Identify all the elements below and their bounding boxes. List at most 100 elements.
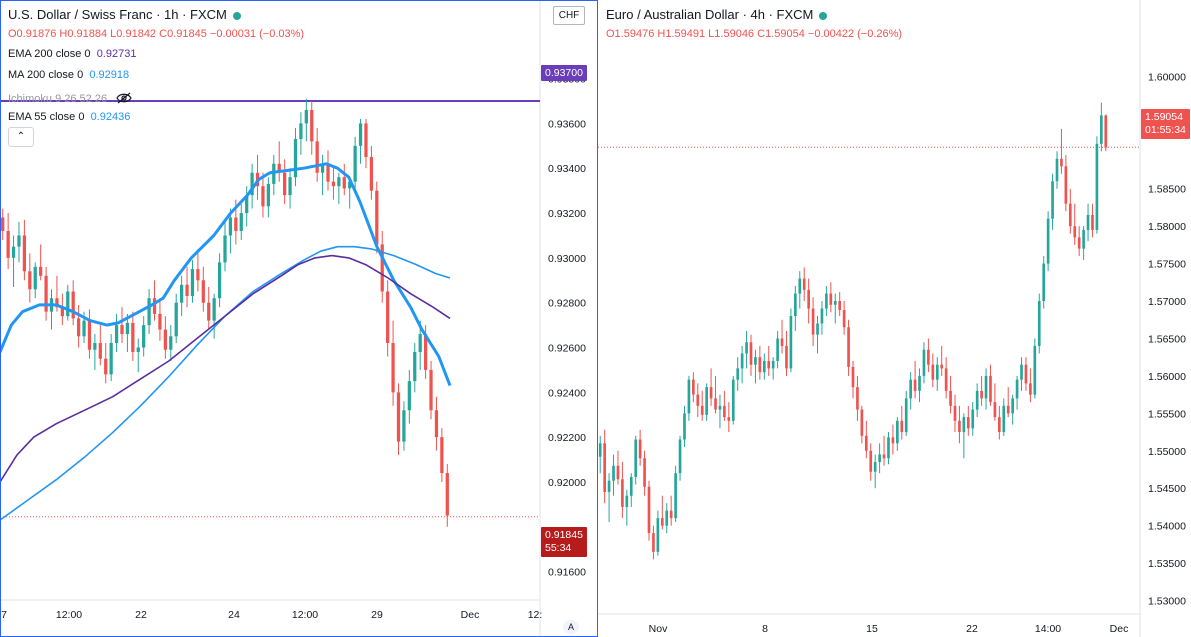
candle-body [228, 217, 233, 236]
y-tick-label: 0.92000 [548, 477, 586, 489]
ohlc-close: C0.91845 [159, 28, 207, 40]
candle-body [60, 307, 64, 317]
candle-body [1006, 405, 1010, 414]
candle-body [1068, 203, 1072, 227]
candle-body [638, 439, 642, 459]
candle-body [816, 323, 819, 335]
indicator-value: 0.92436 [90, 111, 131, 123]
series-line [0, 245, 451, 521]
candle-body [131, 322, 135, 352]
candle-body [331, 181, 336, 187]
indicator-ma200[interactable]: MA 200 close 0 0.92918 [8, 69, 129, 81]
candle-body [718, 405, 722, 410]
candle-body [1024, 364, 1028, 384]
usdchf-title-row: U.S. Dollar / Swiss Franc · 1h · FXCM [8, 7, 241, 22]
candle-body [358, 123, 363, 146]
candle-body [234, 217, 238, 231]
candle-body [223, 235, 227, 263]
candle-body [98, 343, 102, 359]
indicator-ema55[interactable]: EMA 55 close 0 0.92436 [8, 111, 130, 123]
y-tick-label: 0.93000 [548, 253, 586, 265]
candle-body [1037, 301, 1041, 346]
usdchf-chart-pane[interactable]: 0.938000.936000.934000.932000.930000.928… [0, 0, 598, 637]
indicator-ema200[interactable]: EMA 200 close 0 0.92731 [8, 48, 136, 60]
ohlc-high: H0.91884 [59, 28, 108, 40]
candle-body [190, 269, 195, 296]
candle-body [1095, 143, 1099, 230]
candle-body [798, 278, 802, 294]
x-tick-label: 12:00 [292, 609, 318, 621]
candle-body [984, 375, 988, 399]
euraud-chart-pane[interactable]: 1.600001.595001.585001.580001.575001.570… [598, 0, 1191, 637]
y-tick-label: 1.53000 [1148, 596, 1186, 608]
y-tick-label: 0.92200 [548, 432, 586, 444]
last-price-value: 0.91845 [545, 529, 583, 541]
ohlc-open: O1.59476 [606, 28, 655, 40]
candle-body [851, 366, 855, 388]
candle-body [445, 472, 449, 516]
candle-body [1077, 237, 1081, 249]
candle-body [891, 437, 895, 444]
candle-body [33, 266, 37, 290]
candle-body [1, 217, 5, 231]
y-tick-label: 1.56000 [1148, 371, 1186, 383]
candle-body [598, 443, 602, 457]
candle-body [731, 379, 735, 421]
horizontal-line-price-label: 0.93700 [541, 65, 587, 81]
candle-body [740, 353, 744, 369]
candle-body [643, 458, 646, 487]
y-tick-label: 1.54000 [1148, 521, 1186, 533]
currency-button[interactable]: CHF [553, 6, 585, 25]
candle-body [158, 313, 162, 330]
candle-body [887, 437, 890, 459]
candle-body [22, 235, 27, 272]
candle-body [55, 298, 59, 308]
chevron-up-icon: ⌃ [16, 131, 26, 142]
candle-body [656, 518, 660, 552]
candle-body [980, 390, 983, 399]
candle-body [758, 357, 762, 373]
last-price-label: 0.91845 55:34 [541, 527, 587, 557]
candle-body [320, 163, 325, 173]
candle-body [700, 405, 704, 415]
candle-body [82, 320, 86, 337]
euraud-title: Euro / Australian Dollar · 4h · FXCM [606, 7, 814, 22]
candle-body [785, 345, 788, 369]
candle-body [39, 266, 43, 276]
y-tick-label: 0.93200 [548, 208, 586, 220]
candle-body [754, 357, 757, 365]
candle-body [935, 364, 939, 380]
x-tick-label: 24 [228, 609, 240, 621]
candle-body [900, 420, 904, 433]
market-status-icon [819, 11, 828, 20]
x-tick-label: 12:00 [56, 609, 82, 621]
candle-body [629, 476, 633, 496]
candle-body [348, 181, 352, 189]
eye-crossed-icon[interactable] [116, 92, 132, 104]
candle-body [674, 473, 677, 519]
euraud-title-row: Euro / Australian Dollar · 4h · FXCM [606, 7, 828, 22]
x-tick-label: 15 [866, 623, 878, 635]
y-tick-label: 1.60000 [1148, 71, 1186, 83]
usdchf-title: U.S. Dollar / Swiss Franc · 1h · FXCM [8, 7, 227, 22]
candle-body [944, 368, 948, 391]
candle-body [185, 284, 189, 296]
collapse-legend-button[interactable]: ⌃ [8, 127, 34, 147]
candle-body [163, 329, 167, 350]
candle-body [780, 338, 784, 346]
candle-body [771, 360, 775, 369]
euraud-chart[interactable]: 1.600001.595001.585001.580001.575001.570… [598, 0, 1191, 637]
candle-body [660, 518, 664, 526]
candle-body [647, 486, 651, 534]
market-status-icon [232, 11, 241, 20]
candle-body [315, 141, 319, 173]
indicator-ichimoku[interactable]: Ichimoku 9 26 52 26 [8, 90, 132, 105]
usdchf-chart[interactable]: 0.938000.936000.934000.932000.930000.928… [0, 0, 598, 637]
candle-body [634, 439, 638, 477]
autoscale-button[interactable]: A [563, 620, 579, 634]
candle-body [125, 322, 130, 335]
candle-body [652, 533, 655, 552]
candle-body [966, 417, 970, 429]
y-tick-label: 1.55500 [1148, 408, 1186, 420]
candle-body [971, 409, 975, 429]
